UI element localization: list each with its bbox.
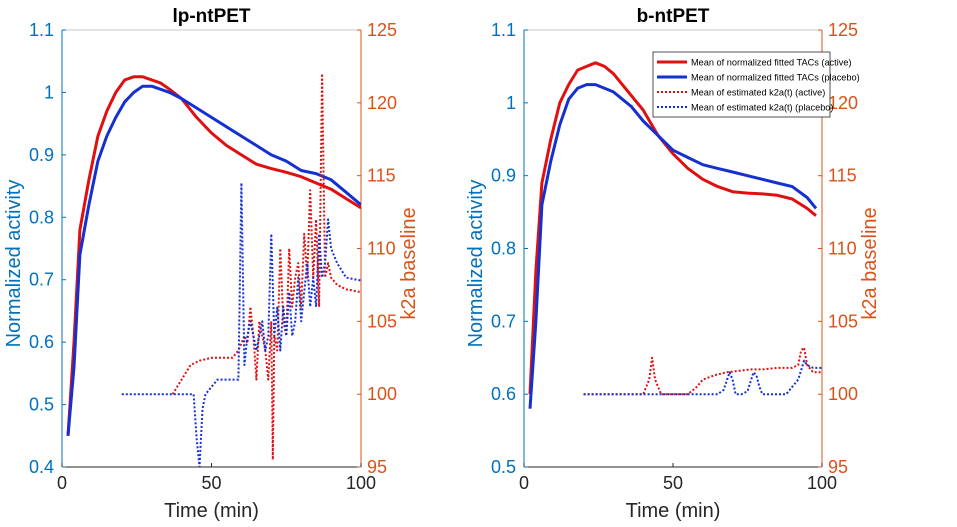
x-tick-label: 0	[57, 473, 67, 493]
y-right-tick-label: 125	[367, 20, 397, 40]
y-left-tick-label: 0.6	[491, 384, 516, 404]
y-right-tick-label: 105	[367, 311, 397, 331]
y-right-tick-label: 110	[367, 239, 396, 259]
series-line-3	[583, 346, 822, 396]
y-right-tick-label: 115	[367, 166, 396, 186]
legend-entry-2: Mean of normalized fitted TACs (placebo)	[691, 73, 860, 83]
y-left-tick-label: 1	[506, 93, 516, 113]
x-axis-label: Time (min)	[626, 500, 721, 522]
x-tick-label: 50	[201, 473, 221, 493]
series-line-1	[528, 61, 817, 395]
series-line-3	[171, 72, 361, 461]
y-left-tick-label: 1.1	[491, 20, 516, 40]
legend-entry-4: Mean of estimated k2a(t) (placebo)	[691, 103, 833, 113]
x-axis-label: Time (min)	[164, 500, 259, 522]
y-right-tick-label: 120	[828, 93, 858, 113]
y-right-tick-label: 125	[828, 20, 858, 40]
y-right-tick-label: 100	[828, 384, 858, 404]
y-left-tick-label: 0.5	[29, 395, 54, 415]
legend: Mean of normalized fitted TACs (active) M…	[652, 51, 860, 118]
x-tick-label: 100	[346, 473, 376, 493]
chart-title: lp-ntPET	[172, 6, 250, 27]
series-line-4	[121, 181, 361, 467]
y-left-axis-label: Normalized activity	[465, 180, 487, 348]
y-left-tick-label: 0.7	[29, 270, 54, 290]
y-right-tick-label: 110	[828, 239, 857, 259]
series-group	[66, 72, 361, 467]
y-left-tick-label: 0.8	[491, 239, 516, 259]
chart-title: b-ntPET	[637, 6, 710, 27]
x-tick-label: 100	[807, 473, 837, 493]
series-line-2	[528, 83, 818, 409]
legend-entry-3: Mean of estimated k2a(t) (active)	[691, 88, 825, 98]
y-right-tick-label: 95	[828, 457, 848, 477]
y-left-tick-label: 0.4	[29, 457, 54, 477]
y-left-axis-label: Normalized activity	[3, 180, 25, 348]
y-right-tick-label: 105	[828, 311, 858, 331]
y-right-tick-label: 115	[828, 166, 857, 186]
series-line-2	[66, 84, 361, 436]
y-left-tick-label: 1	[44, 82, 54, 102]
x-tick-label: 0	[519, 473, 529, 493]
series-group	[528, 61, 822, 409]
y-left-tick-label: 1.1	[29, 20, 54, 40]
y-left-tick-label: 0.9	[491, 166, 516, 186]
y-right-tick-label: 120	[367, 93, 397, 113]
y-left-tick-label: 0.7	[491, 311, 516, 331]
series-line-4	[583, 359, 822, 396]
legend-entry-1: Mean of normalized fitted TACs (active)	[691, 58, 852, 68]
y-left-tick-label: 0.6	[29, 332, 54, 352]
y-right-axis-label: k2a baseline	[859, 207, 881, 319]
y-right-axis-label: k2a baseline	[398, 207, 420, 319]
y-right-tick-label: 100	[367, 384, 397, 404]
y-left-tick-label: 0.5	[491, 457, 516, 477]
panel-1: 0 50 1000.40.50.60.70.80.911.1951001051101…	[3, 6, 420, 522]
x-tick-label: 50	[663, 473, 683, 493]
y-left-tick-label: 0.8	[29, 207, 54, 227]
y-left-tick-label: 0.9	[29, 145, 54, 165]
y-right-tick-label: 95	[367, 457, 387, 477]
